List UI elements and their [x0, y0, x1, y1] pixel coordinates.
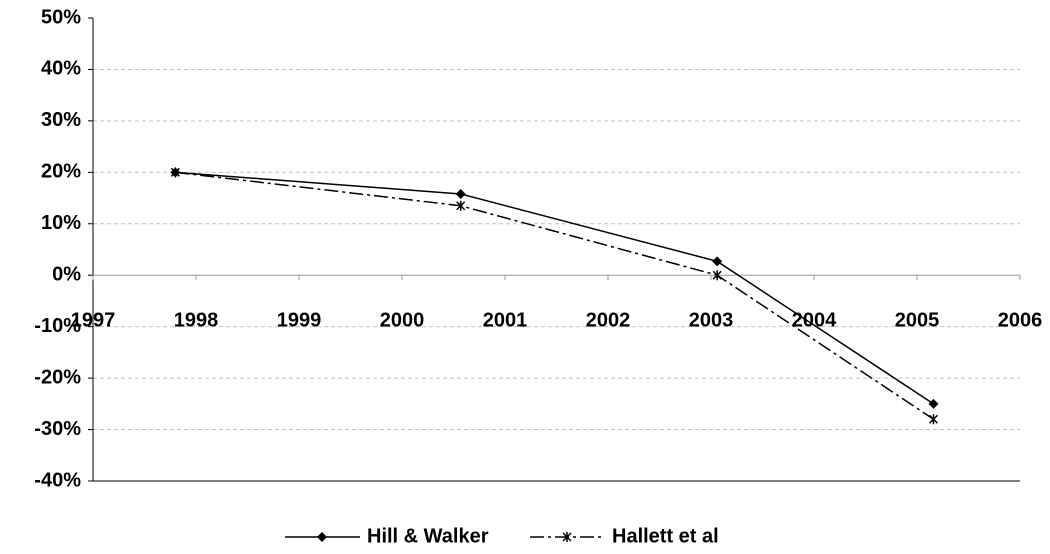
series-line: [175, 171, 934, 420]
y-tick-label: -10%: [34, 315, 81, 337]
series-line: [175, 171, 934, 405]
x-tick-label: 1997: [71, 310, 116, 332]
x-tick-label: 2002: [586, 310, 631, 332]
x-tick-label: 2003: [689, 310, 734, 332]
x-tick-label: 2000: [380, 310, 425, 332]
x-tick-label: 1998: [174, 310, 219, 332]
y-tick-label: -30%: [34, 418, 81, 440]
marker: [456, 200, 466, 211]
marker: [562, 532, 572, 542]
y-tick-label: 10%: [41, 212, 81, 234]
marker: [928, 398, 939, 409]
y-tick-label: 0%: [52, 264, 81, 286]
x-tick-label: 1999: [277, 310, 322, 332]
y-tick-label: 40%: [41, 58, 81, 80]
legend-label: Hill & Walker: [367, 525, 489, 547]
marker: [712, 256, 723, 267]
y-tick-label: 20%: [41, 161, 81, 183]
x-tick-label: 2006: [998, 310, 1043, 332]
x-tick-label: 2004: [792, 310, 837, 332]
y-tick-label: 50%: [41, 6, 81, 28]
x-tick-label: 2005: [895, 310, 940, 332]
legend-label: Hallett et al: [612, 525, 719, 547]
marker: [928, 414, 939, 425]
marker: [170, 167, 180, 178]
y-tick-label: -40%: [34, 469, 81, 491]
marker: [455, 188, 466, 199]
y-tick-label: -20%: [34, 366, 81, 388]
marker: [712, 270, 722, 281]
marker: [317, 532, 327, 542]
x-tick-label: 2001: [483, 310, 528, 332]
y-tick-label: 30%: [41, 109, 81, 131]
